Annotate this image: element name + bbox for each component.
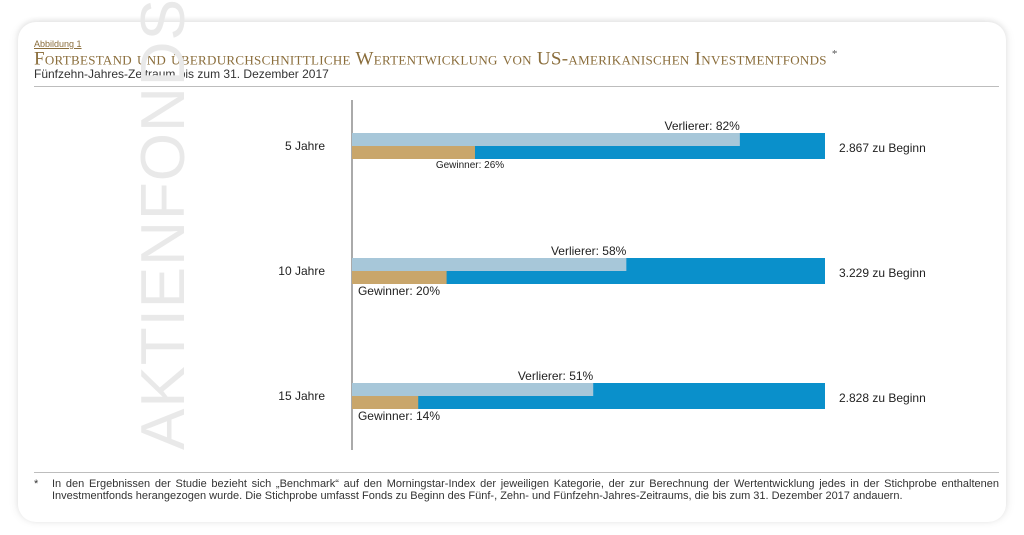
verlierer-bar xyxy=(352,258,627,271)
total-label: 2.867 zu Beginn xyxy=(839,141,926,155)
figure-label: Abbildung 1 xyxy=(34,39,82,49)
footnote-marker: * xyxy=(34,478,39,490)
chart-title: Fortbestand und überdurchschnittliche We… xyxy=(34,48,838,70)
category-label: 10 Jahre xyxy=(278,264,325,278)
chart-rows: 5 Jahre 2.867 zu Beginn Verlierer: 82% Gewi… xyxy=(278,119,925,423)
chart-title-text: Fortbestand und überdurchschnittliche We… xyxy=(34,48,827,70)
gewinner-label: Gewinner: 26% xyxy=(436,160,504,171)
footnote-text: In den Ergebnissen der Studie bezieht si… xyxy=(52,478,999,502)
verlierer-bar xyxy=(352,133,740,146)
gewinner-bar xyxy=(352,146,475,159)
verlierer-label: Verlierer: 58% xyxy=(551,244,627,258)
title-footnote-marker: * xyxy=(831,48,838,60)
total-label: 2.828 zu Beginn xyxy=(839,391,926,405)
verlierer-bar xyxy=(352,383,594,396)
category-label: 5 Jahre xyxy=(285,139,325,153)
gewinner-bar xyxy=(352,271,447,284)
category-label: 15 Jahre xyxy=(278,389,325,403)
gewinner-bar xyxy=(352,396,419,409)
verlierer-label: Verlierer: 82% xyxy=(664,119,740,133)
gewinner-label: Gewinner: 14% xyxy=(358,409,440,423)
chart-subtitle: Fünfzehn-Jahres-Zeitraum bis zum 31. Dez… xyxy=(34,67,329,81)
top-divider xyxy=(34,86,999,87)
bottom-divider xyxy=(34,472,999,473)
gewinner-label: Gewinner: 20% xyxy=(358,284,440,298)
total-label: 3.229 zu Beginn xyxy=(839,266,926,280)
footnote: * In den Ergebnissen der Studie bezieht … xyxy=(34,478,999,502)
verlierer-label: Verlierer: 51% xyxy=(518,369,594,383)
